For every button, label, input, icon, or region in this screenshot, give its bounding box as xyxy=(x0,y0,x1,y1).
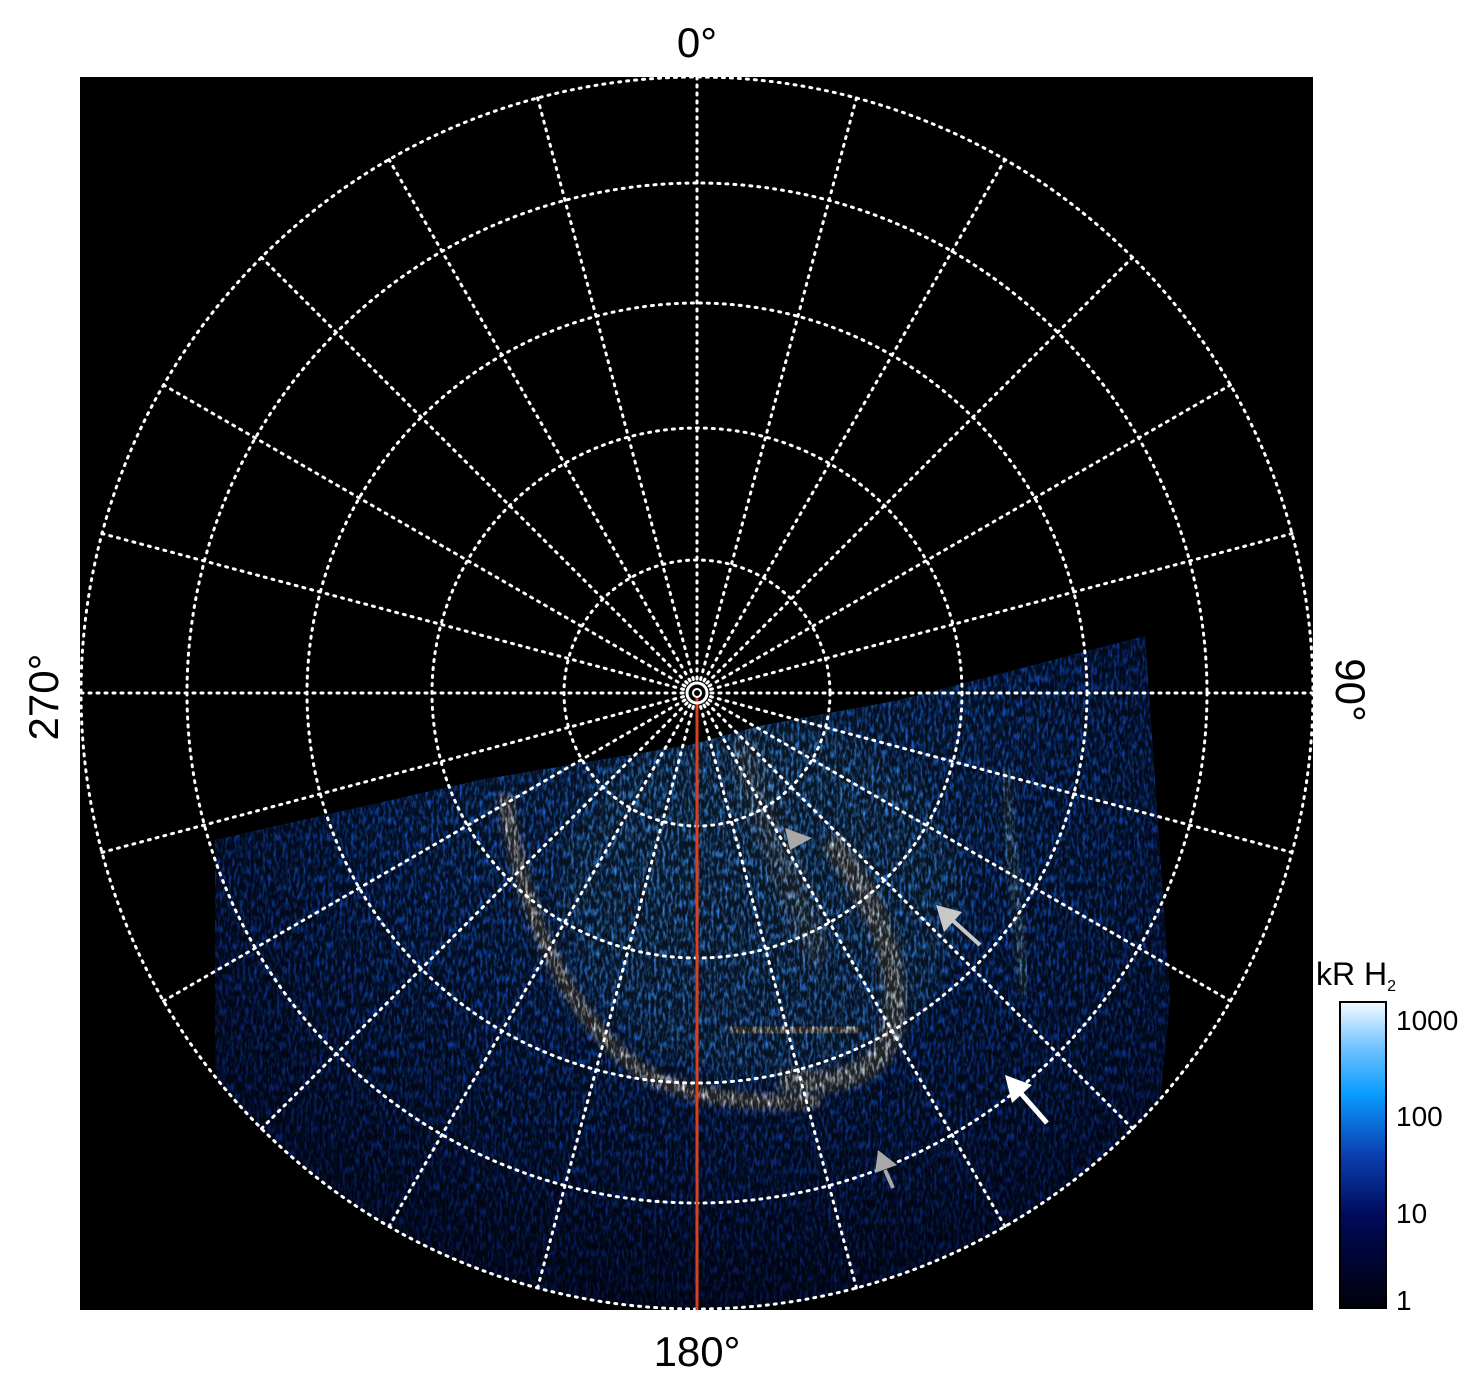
label-90-deg: 90° xyxy=(1327,658,1374,722)
arrow-gray-3 xyxy=(875,1150,897,1189)
label-0-deg: 0° xyxy=(677,19,717,66)
colorbar-tick-100: 100 xyxy=(1396,1101,1443,1132)
colorbar-gradient xyxy=(1339,1001,1387,1309)
colorbar-unit: kR H2 xyxy=(1316,956,1396,995)
colorbar-tick-10: 10 xyxy=(1396,1198,1427,1229)
arrow-white xyxy=(1005,1075,1049,1125)
pole-marker xyxy=(685,681,709,705)
colorbar: kR H2 1000 100 10 1 xyxy=(1316,956,1458,1316)
label-180-deg: 180° xyxy=(654,1328,741,1375)
arrow-gray-2 xyxy=(936,905,982,947)
label-270-deg: 270° xyxy=(20,654,67,741)
arrow-gray-1 xyxy=(785,828,812,850)
colorbar-tick-1000: 1000 xyxy=(1396,1005,1458,1036)
colorbar-tick-1: 1 xyxy=(1396,1285,1412,1316)
pole-marker-inner xyxy=(692,688,702,698)
arrows xyxy=(785,828,1049,1189)
